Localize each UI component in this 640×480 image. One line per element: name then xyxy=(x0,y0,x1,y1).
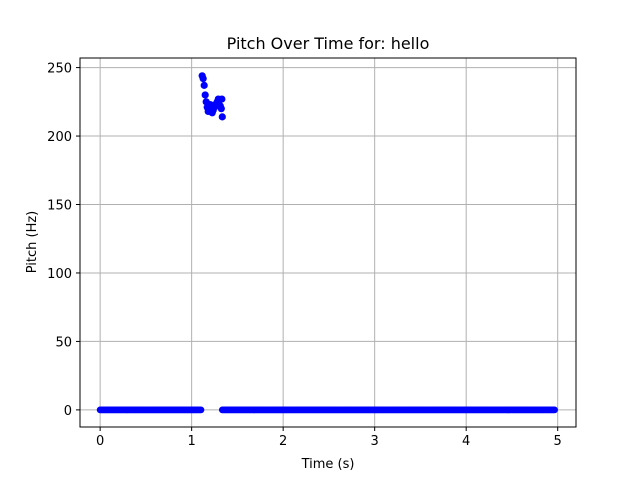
plot-frame xyxy=(79,57,577,428)
data-point xyxy=(217,105,225,113)
chart-title: Pitch Over Time for: hello xyxy=(227,34,430,53)
data-point xyxy=(200,81,208,89)
x-tick-label: 2 xyxy=(279,434,287,449)
x-tick-label: 3 xyxy=(371,434,379,449)
y-axis-ticks: 0 50 100 150 200 250 xyxy=(47,62,80,419)
x-tick-label: 1 xyxy=(188,434,196,449)
data-point xyxy=(201,91,209,99)
data-point xyxy=(218,95,226,103)
x-tick-label: 5 xyxy=(554,434,562,449)
y-axis-label: Pitch (Hz) xyxy=(25,211,40,274)
y-tick-label: 150 xyxy=(47,199,72,214)
x-axis-label: Time (s) xyxy=(301,457,355,472)
y-tick-label: 50 xyxy=(55,335,72,350)
data-point xyxy=(197,406,205,414)
data-point xyxy=(199,74,207,83)
data-point xyxy=(218,113,226,121)
data-points xyxy=(96,72,558,414)
x-tick-label: 0 xyxy=(96,434,104,449)
data-point xyxy=(551,406,558,414)
y-tick-label: 200 xyxy=(47,130,72,145)
x-axis-ticks: 0 1 2 3 4 5 xyxy=(96,427,562,449)
y-tick-label: 100 xyxy=(47,267,72,282)
x-tick-label: 4 xyxy=(462,434,470,449)
y-tick-label: 250 xyxy=(47,62,72,77)
y-tick-label: 0 xyxy=(64,404,72,419)
grid-lines xyxy=(80,58,576,427)
